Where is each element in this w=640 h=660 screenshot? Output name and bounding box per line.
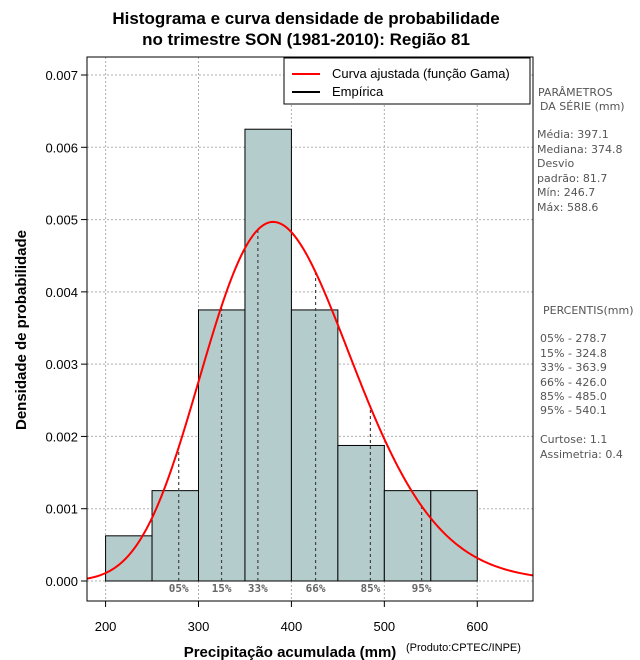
percentile-lines-layer: 05% 15% 33% 66% 85% 95% bbox=[169, 229, 432, 595]
legend-label-curve: Curva ajustada (função Gama) bbox=[332, 66, 510, 81]
y-axis-label: Densidade de probabilidade bbox=[13, 230, 30, 430]
param-min: Mín: 246.7 bbox=[537, 186, 595, 199]
y-tick-label-4: 0.004 bbox=[45, 285, 78, 300]
y-tick-label-2: 0.002 bbox=[45, 429, 78, 444]
y-tick-label-1: 0.001 bbox=[45, 502, 78, 517]
params-title-2: DA SÉRIE (mm) bbox=[540, 100, 625, 113]
param-mediana: Mediana: 374.8 bbox=[537, 143, 622, 156]
legend-label-empirical: Empírica bbox=[332, 84, 384, 99]
x-tick-label-2: 400 bbox=[281, 619, 303, 634]
y-tick-label-0: 0.000 bbox=[45, 574, 78, 589]
percentil-66: 66% - 426.0 bbox=[540, 376, 607, 389]
percentil-85: 85% - 485.0 bbox=[540, 390, 607, 403]
percentile-label-3: 66% bbox=[306, 582, 326, 595]
series-parameters-panel: PARÂMETROS DA SÉRIE (mm) Média: 397.1 Me… bbox=[537, 86, 625, 214]
param-desvio-1: Desvio bbox=[537, 157, 575, 170]
curve-layer bbox=[86, 220, 534, 580]
credit-text: (Produto:CPTEC/INPE) bbox=[406, 642, 521, 654]
percentil-33: 33% - 363.9 bbox=[540, 361, 607, 374]
histogram-bar-7 bbox=[430, 490, 478, 582]
histogram-bar-3 bbox=[244, 128, 292, 582]
histogram-bar-4 bbox=[290, 309, 339, 582]
stat-assimetria: Assimetria: 0.4 bbox=[540, 448, 623, 461]
y-tick-label-6: 0.006 bbox=[45, 140, 78, 155]
y-tick-label-7: 0.007 bbox=[45, 68, 78, 83]
param-desvio-2: padrão: 81.7 bbox=[537, 172, 607, 185]
percentiles-panel: PERCENTIS(mm) 05% - 278.7 15% - 324.8 33… bbox=[540, 304, 634, 461]
legend-box bbox=[283, 57, 531, 105]
percentile-label-2: 33% bbox=[248, 582, 268, 595]
x-tick-label-1: 300 bbox=[188, 619, 210, 634]
bars-layer bbox=[105, 128, 478, 582]
histogram-bar-5 bbox=[337, 444, 385, 582]
param-max: Máx: 588.6 bbox=[537, 201, 598, 214]
percentile-label-5: 95% bbox=[412, 582, 432, 595]
chart-title-line2: no trimestre SON (1981-2010): Região 81 bbox=[142, 30, 470, 49]
y-tick-label-5: 0.005 bbox=[45, 213, 78, 228]
percentile-label-4: 85% bbox=[360, 582, 380, 595]
x-axis-label: Precipitação acumulada (mm) bbox=[184, 644, 397, 660]
plot-frame bbox=[86, 56, 534, 602]
percentil-15: 15% - 324.8 bbox=[540, 347, 607, 360]
axes-layer: 0.000 0.001 0.002 0.003 0.004 0.005 0.006 0.007… bbox=[45, 56, 534, 634]
histogram-bar-6 bbox=[383, 490, 432, 582]
gamma-curve bbox=[86, 220, 534, 580]
percentil-05: 05% - 278.7 bbox=[540, 332, 607, 345]
x-tick-label-0: 200 bbox=[95, 619, 117, 634]
percentile-label-1: 15% bbox=[212, 582, 232, 595]
param-media: Média: 397.1 bbox=[537, 128, 609, 141]
percentil-95: 95% - 540.1 bbox=[540, 404, 607, 417]
x-tick-label-4: 600 bbox=[466, 619, 488, 634]
percentile-label-0: 05% bbox=[169, 582, 189, 595]
stat-curtose: Curtose: 1.1 bbox=[540, 433, 607, 446]
y-tick-label-3: 0.003 bbox=[45, 357, 78, 372]
x-tick-label-3: 500 bbox=[373, 619, 395, 634]
histogram-bar-0 bbox=[105, 535, 153, 582]
legend: Curva ajustada (função Gama) Empírica bbox=[283, 57, 531, 105]
percentis-title: PERCENTIS(mm) bbox=[543, 304, 634, 317]
params-title-1: PARÂMETROS bbox=[538, 86, 613, 99]
chart-title-line1: Histograma e curva densidade de probabil… bbox=[112, 9, 499, 28]
